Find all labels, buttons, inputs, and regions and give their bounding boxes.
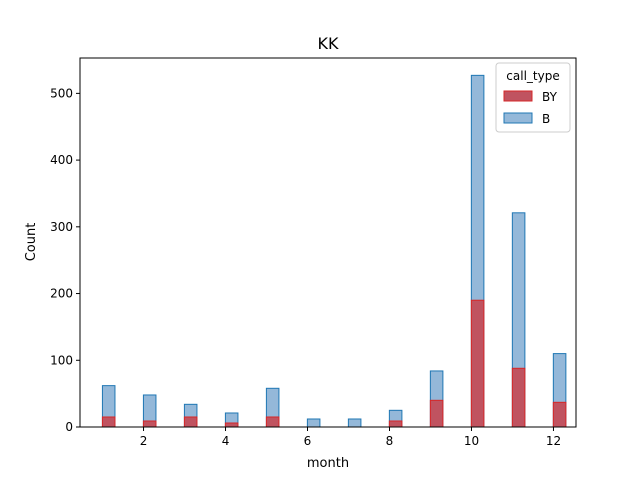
x-tick-label: 4 (222, 434, 230, 448)
bar-by-12 (552, 401, 567, 428)
bar-by-2 (142, 420, 157, 428)
legend-label-by: BY (542, 90, 558, 104)
bar-by-1 (101, 416, 116, 428)
x-tick-label: 10 (464, 434, 479, 448)
y-axis-ticks: 0 100 200 300 400 500 (50, 86, 80, 434)
x-tick-label: 2 (140, 434, 148, 448)
chart-title: KK (318, 34, 339, 53)
bar-by-3 (183, 416, 198, 428)
y-tick-label: 500 (50, 86, 73, 100)
bar-b-6 (306, 418, 321, 428)
bar-b-7 (347, 418, 362, 428)
y-tick-label: 200 (50, 287, 73, 301)
bar-by-8 (388, 420, 403, 428)
x-axis-label: month (307, 456, 349, 471)
bar-by-11 (511, 367, 526, 428)
legend-label-b: B (542, 112, 550, 126)
legend-swatch-b (503, 112, 533, 124)
bar-by-10 (470, 299, 485, 428)
y-tick-label: 400 (50, 153, 73, 167)
bar-by-5 (265, 416, 280, 428)
y-axis-label: Count (24, 223, 39, 262)
x-axis-ticks: 2 4 6 8 10 12 (140, 427, 561, 448)
legend-title: call_type (506, 69, 559, 83)
y-tick-label: 100 (50, 353, 73, 367)
x-tick-label: 6 (304, 434, 312, 448)
bars-layer (101, 74, 567, 428)
y-tick-label: 300 (50, 220, 73, 234)
legend: call_type BY B (495, 62, 571, 133)
plot-frame (79, 57, 577, 428)
x-tick-label: 12 (546, 434, 561, 448)
y-tick-label: 0 (65, 420, 73, 434)
x-tick-label: 8 (386, 434, 394, 448)
bar-by-9 (429, 399, 444, 428)
legend-swatch-by (503, 90, 533, 102)
bar-by-4 (224, 422, 239, 428)
